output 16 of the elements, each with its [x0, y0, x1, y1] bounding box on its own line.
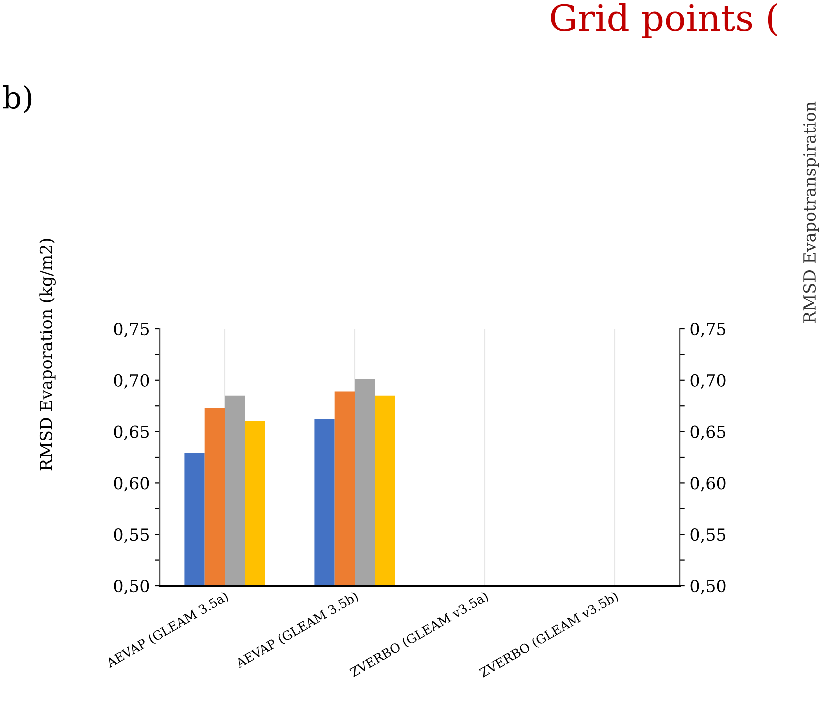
text: Grid points (	[551, 4, 778, 39]
y-tick-label: 0,60	[114, 477, 150, 492]
y2-tick-label: 0,50	[690, 580, 726, 595]
y-tick-label: 0,55	[114, 528, 149, 544]
y2-tick-label: 0,70	[690, 374, 726, 390]
y-axis-title: RMSD Evaporation (kg/m2)	[40, 239, 56, 471]
y-tick-label: 0,75	[114, 322, 149, 338]
y2-tick-label: 0,55	[690, 528, 726, 544]
y2-tick-label: 0,60	[690, 477, 726, 492]
y-tick-label: 0,65	[114, 426, 149, 440]
text: RMSD Evapotranspiration	[803, 102, 820, 324]
y2-tick-label: 0,65	[690, 426, 726, 440]
y-tick-label: 0,70	[114, 374, 150, 390]
y-tick-label: 0,50	[114, 580, 150, 595]
text: b)	[3, 85, 32, 114]
y2-tick-label: 0,75	[690, 322, 726, 338]
